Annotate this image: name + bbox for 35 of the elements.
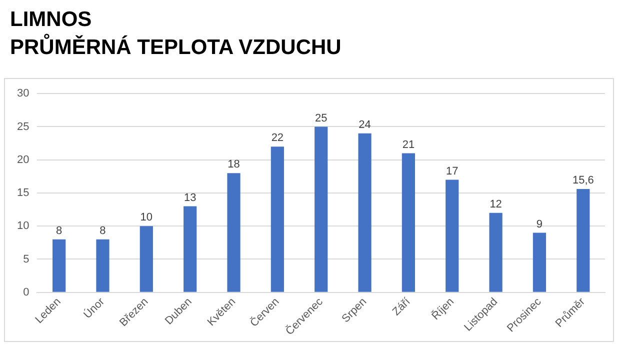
- bar: [576, 189, 590, 292]
- data-label: 24: [358, 118, 371, 131]
- data-label: 21: [402, 138, 415, 151]
- data-label: 13: [184, 192, 196, 204]
- bar: [489, 212, 502, 292]
- data-label: 25: [314, 112, 328, 124]
- bar: [446, 180, 459, 292]
- bar: [402, 153, 416, 292]
- data-label: 22: [271, 132, 284, 144]
- y-tick-label: 5: [23, 253, 30, 266]
- bar: [96, 239, 110, 292]
- data-label: 9: [536, 218, 543, 230]
- y-tick-label: 25: [16, 120, 30, 133]
- chart-subtitle: PRŮMĚRNÁ TEPLOTA VZDUCHU: [10, 34, 342, 61]
- y-tick-label: 20: [16, 154, 30, 166]
- data-label: 17: [446, 165, 458, 178]
- bar: [532, 232, 546, 292]
- bar: [314, 126, 328, 292]
- y-tick-label: 30: [16, 88, 30, 100]
- bar: [358, 133, 372, 292]
- bar: [184, 206, 197, 292]
- y-tick-label: 10: [16, 220, 30, 232]
- data-label: 8: [100, 224, 106, 237]
- data-label: 15,6: [572, 174, 594, 187]
- bar: [52, 239, 66, 292]
- bar: [227, 173, 240, 292]
- data-label: 8: [56, 224, 62, 237]
- data-label: 18: [228, 158, 240, 171]
- bar: [140, 226, 153, 292]
- y-tick-label: 0: [23, 286, 30, 298]
- data-label: 12: [490, 198, 502, 210]
- y-tick-label: 15: [16, 187, 30, 200]
- data-label: 10: [140, 212, 153, 224]
- chart-title: LIMNOS: [10, 7, 93, 33]
- bar: [270, 146, 284, 292]
